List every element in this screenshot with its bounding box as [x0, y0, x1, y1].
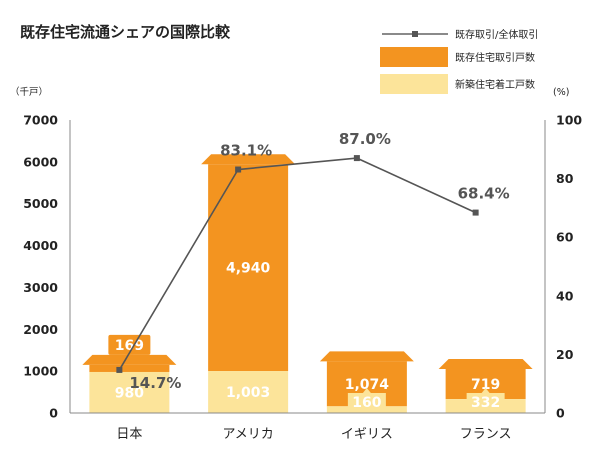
right-tick-label: 40 [556, 288, 574, 303]
bar-roof [201, 154, 296, 165]
share-point-label: 14.7% [129, 374, 181, 392]
legend-label-existing: 既存住宅取引戸数 [455, 51, 535, 64]
chart-title: 既存住宅流通シェアの国際比較 [20, 23, 231, 41]
left-axis-unit: （千戸） [10, 86, 48, 98]
bar-existing-label: 719 [471, 377, 500, 393]
right-tick-label: 80 [556, 171, 574, 186]
share-line: 14.7% 83.1% 87.0% 68.4% [116, 130, 510, 392]
bar-new [208, 371, 289, 413]
legend: 既存取引/全体取引 既存住宅取引戸数 新築住宅着工戸数 [380, 28, 538, 94]
share-point [116, 366, 123, 373]
share-point [353, 155, 360, 162]
bar-new [89, 371, 170, 413]
left-tick-label: 3000 [23, 280, 58, 295]
legend-line-marker [412, 31, 418, 37]
left-tick-label: 2000 [23, 322, 58, 337]
left-tick-label: 5000 [23, 196, 58, 211]
category-labels: 日本 アメリカ イギリス フランス [116, 427, 511, 442]
left-axis: 0 1000 2000 3000 4000 5000 6000 7000 [23, 113, 58, 421]
share-point-label: 87.0% [339, 130, 391, 148]
share-point-label: 83.1% [220, 142, 272, 160]
legend-label-share: 既存取引/全体取引 [455, 28, 538, 41]
left-tick-label: 1000 [23, 364, 58, 379]
bar-new-label-pointer [481, 388, 490, 393]
category-label: フランス [460, 427, 512, 442]
bar-roof [438, 359, 533, 370]
bar-existing [89, 364, 170, 372]
category-label: 日本 [116, 427, 142, 442]
share-line-path [118, 157, 476, 371]
left-tick-label: 4000 [23, 238, 58, 253]
bar-new-label-box [347, 393, 386, 411]
bar-new-label: 980 [115, 385, 144, 401]
category-label: アメリカ [222, 427, 273, 442]
right-tick-label: 60 [556, 230, 574, 245]
right-axis: 0 20 40 60 80 100 [556, 113, 582, 421]
share-point [235, 166, 242, 173]
legend-swatch-new [380, 74, 448, 94]
bar-roof [319, 351, 414, 362]
right-tick-label: 20 [556, 347, 574, 362]
legend-swatch-existing [380, 47, 448, 67]
bar-new-label: 160 [352, 395, 381, 411]
share-point [472, 209, 479, 216]
left-tick-label: 7000 [23, 113, 58, 128]
bar-new-label-box [466, 393, 505, 411]
right-tick-label: 100 [556, 113, 582, 128]
left-tick-label: 0 [49, 406, 58, 421]
bar-existing-label: 1,074 [345, 377, 390, 393]
right-axis-unit: (%) [553, 87, 569, 98]
bar-new-label-pointer [362, 388, 371, 393]
share-point-label: 68.4% [458, 185, 510, 203]
bar-existing-label-box [108, 334, 151, 355]
bar-new-label: 1,003 [226, 385, 270, 401]
right-tick-label: 0 [556, 406, 565, 421]
category-label: イギリス [341, 427, 393, 442]
bar-new-label: 332 [471, 395, 500, 411]
legend-label-new: 新築住宅着工戸数 [455, 78, 535, 91]
left-tick-label: 6000 [23, 154, 58, 169]
bar-existing-label: 4,940 [226, 261, 271, 277]
